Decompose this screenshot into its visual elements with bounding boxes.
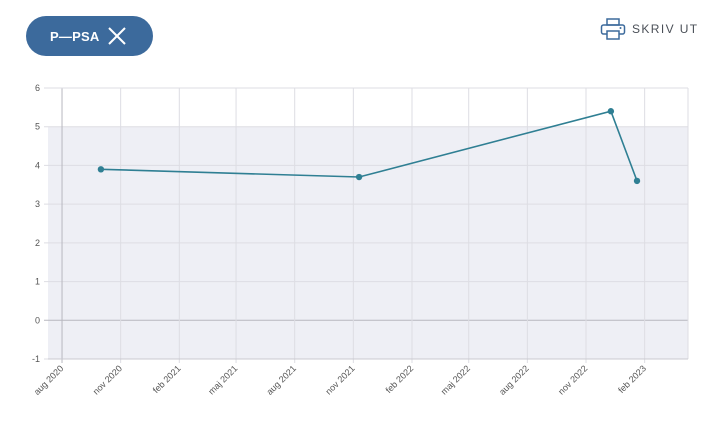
x-tick-label: nov 2020 bbox=[91, 363, 124, 396]
close-icon[interactable] bbox=[107, 26, 127, 46]
x-tick-label: aug 2022 bbox=[497, 363, 531, 397]
x-tick-label: feb 2023 bbox=[616, 363, 648, 395]
y-tick-label: 5 bbox=[35, 122, 40, 132]
x-tick-label: feb 2021 bbox=[151, 363, 183, 395]
psa-data-point bbox=[607, 108, 615, 115]
y-tick-label: 1 bbox=[35, 277, 40, 287]
x-tick-label: aug 2020 bbox=[32, 363, 66, 397]
x-tick-label: maj 2021 bbox=[206, 363, 239, 396]
filter-chip-label: P—PSA bbox=[50, 28, 100, 44]
x-tick-label: nov 2022 bbox=[556, 363, 589, 396]
print-label: SKRIV UT bbox=[632, 22, 699, 36]
print-button[interactable]: SKRIV UT bbox=[600, 18, 699, 40]
psa-data-point bbox=[633, 177, 641, 185]
x-tick-label: nov 2021 bbox=[323, 363, 356, 396]
psa-data-point bbox=[97, 166, 105, 173]
y-tick-label: -1 bbox=[32, 354, 40, 364]
y-tick-label: 4 bbox=[35, 160, 40, 170]
psa-filter-chip[interactable]: P—PSA bbox=[26, 16, 153, 56]
x-tick-label: maj 2022 bbox=[439, 363, 472, 396]
psa-data-point bbox=[355, 173, 363, 181]
x-tick-label: feb 2022 bbox=[384, 363, 416, 395]
y-tick-label: 3 bbox=[35, 199, 40, 209]
y-tick-label: 0 bbox=[35, 315, 40, 325]
psa-series-line bbox=[100, 110, 638, 182]
x-tick-label: aug 2021 bbox=[264, 363, 298, 397]
y-tick-label: 2 bbox=[35, 238, 40, 248]
printer-icon bbox=[600, 18, 626, 40]
y-tick-label: 6 bbox=[35, 83, 40, 93]
